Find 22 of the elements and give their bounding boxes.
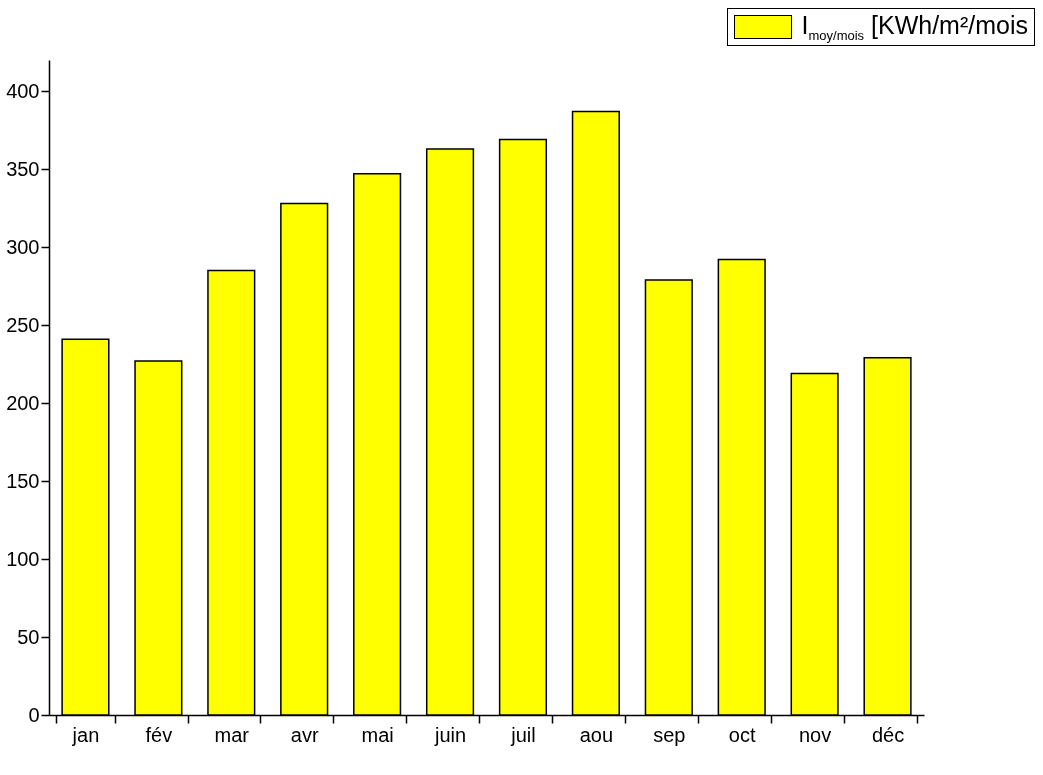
x-tick-label: fév	[145, 723, 173, 746]
x-tick-label: jan	[71, 723, 100, 746]
legend-label: I$_{moy/mois}$ [KWh/m²/mois	[801, 11, 1028, 43]
y-tick-label: 0	[28, 703, 40, 726]
x-tick-label: avr	[290, 723, 319, 746]
x-tick-label: mai	[361, 723, 394, 746]
x-tick-label: aou	[579, 723, 614, 746]
y-tick-label: 250	[6, 313, 40, 336]
y-tick-label: 350	[6, 157, 40, 180]
y-tick-label: 100	[6, 547, 40, 570]
x-tick-label: oct	[728, 723, 756, 746]
y-tick-label: 150	[6, 469, 40, 492]
x-tick-label: sep	[653, 723, 686, 746]
y-tick-label: 400	[6, 79, 40, 102]
x-tick-label: juil	[510, 723, 536, 746]
x-tick-label: nov	[799, 723, 832, 746]
x-tick-label: juin	[433, 723, 467, 746]
y-tick-label: 300	[6, 235, 40, 258]
x-tick-label: déc	[871, 723, 905, 746]
x-tick-label: mar	[214, 723, 250, 746]
y-tick-label: 50	[17, 625, 40, 648]
y-tick-label: 200	[6, 391, 40, 414]
